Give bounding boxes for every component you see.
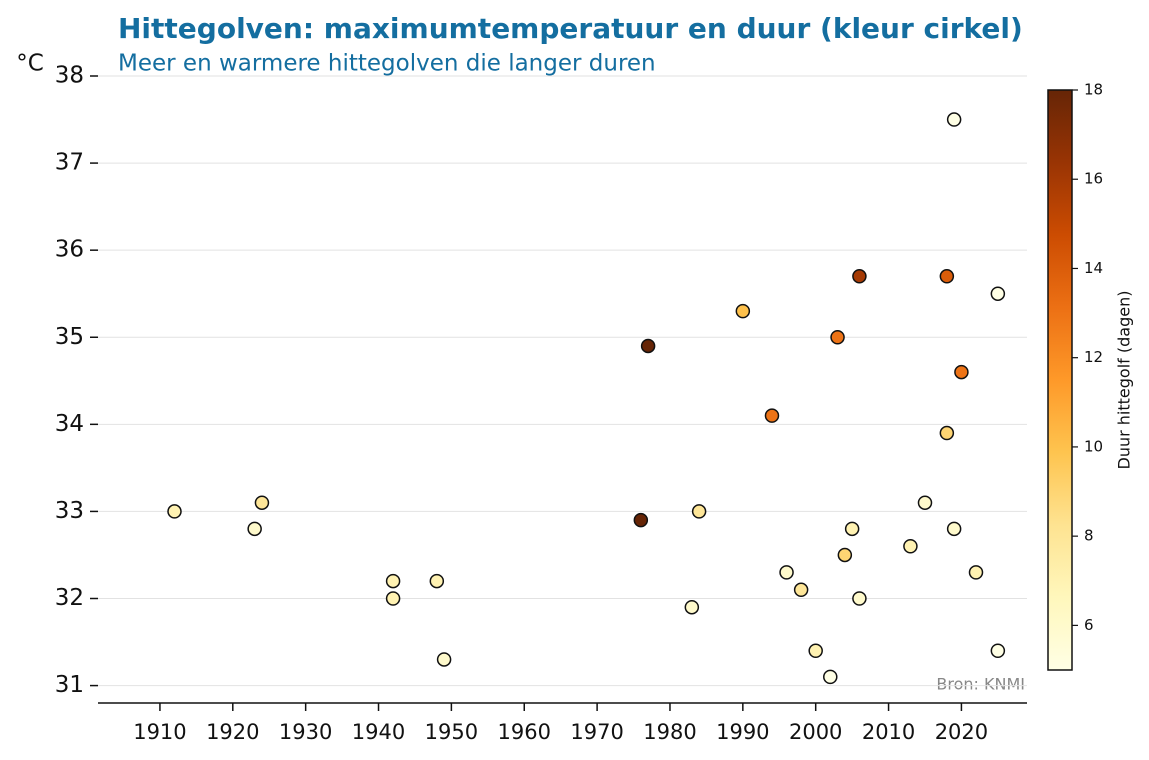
point <box>844 521 860 537</box>
point <box>852 269 867 284</box>
source-note: Bron: KNMI <box>936 675 1025 694</box>
point <box>385 591 401 606</box>
point <box>852 591 867 606</box>
x-tick-label: 1950 <box>425 720 478 744</box>
point <box>823 669 838 685</box>
point <box>946 112 962 127</box>
colorbar <box>1047 89 1073 671</box>
y-tick-label: 36 <box>55 237 84 263</box>
colorbar-tick-label: 6 <box>1084 616 1094 634</box>
point <box>830 330 845 345</box>
point <box>385 573 401 589</box>
x-tick-label: 1920 <box>206 720 259 744</box>
point <box>939 269 955 284</box>
point <box>990 286 1006 301</box>
y-tick-label: 34 <box>55 411 84 437</box>
point <box>837 547 853 563</box>
colorbar-tick-label: 16 <box>1084 170 1103 188</box>
y-tick-label: 37 <box>55 150 84 176</box>
point <box>247 521 262 537</box>
x-tick-label: 1980 <box>643 720 696 744</box>
x-tick-label: 2010 <box>862 720 915 744</box>
point <box>954 364 969 380</box>
y-axis-label: °C <box>16 51 44 77</box>
point <box>793 582 809 598</box>
colorbar-label: Duur hittegolf (dagen) <box>1115 291 1134 470</box>
x-tick-label: 2000 <box>789 720 842 744</box>
point <box>939 425 955 441</box>
point <box>684 599 700 615</box>
point <box>167 504 182 519</box>
point <box>917 495 933 510</box>
point <box>779 565 794 580</box>
y-tick-label: 38 <box>55 63 84 89</box>
x-tick-label: 1970 <box>570 720 623 744</box>
chart-title: Hittegolven: maximumtemperatuur en duur … <box>118 12 1023 45</box>
point <box>633 512 649 528</box>
x-tick-label: 1940 <box>352 720 405 744</box>
point <box>735 303 751 319</box>
colorbar-tick-label: 14 <box>1084 259 1103 277</box>
y-tick-label: 35 <box>55 324 84 350</box>
point <box>903 539 918 554</box>
colorbar-tick-label: 18 <box>1084 81 1103 99</box>
point <box>764 408 780 423</box>
chart-subtitle: Meer en warmere hittegolven die langer d… <box>118 51 656 77</box>
point <box>691 504 707 519</box>
point <box>429 573 445 589</box>
point <box>990 643 1006 658</box>
colorbar-tick-label: 12 <box>1084 348 1103 366</box>
colorbar-tick-label: 8 <box>1084 527 1094 545</box>
x-tick-label: 1990 <box>716 720 769 744</box>
x-tick-label: 1960 <box>498 720 551 744</box>
point <box>968 565 984 580</box>
point <box>946 521 962 537</box>
x-tick-label: 1930 <box>279 720 332 744</box>
point <box>436 652 452 667</box>
x-tick-label: 1910 <box>133 720 186 744</box>
y-tick-label: 33 <box>55 498 84 524</box>
x-tick-label: 2020 <box>935 720 988 744</box>
point <box>808 643 823 658</box>
point <box>640 338 656 354</box>
point <box>254 495 270 510</box>
y-tick-label: 32 <box>55 585 84 611</box>
colorbar-tick-label: 10 <box>1084 437 1103 455</box>
y-tick-label: 31 <box>55 672 84 698</box>
